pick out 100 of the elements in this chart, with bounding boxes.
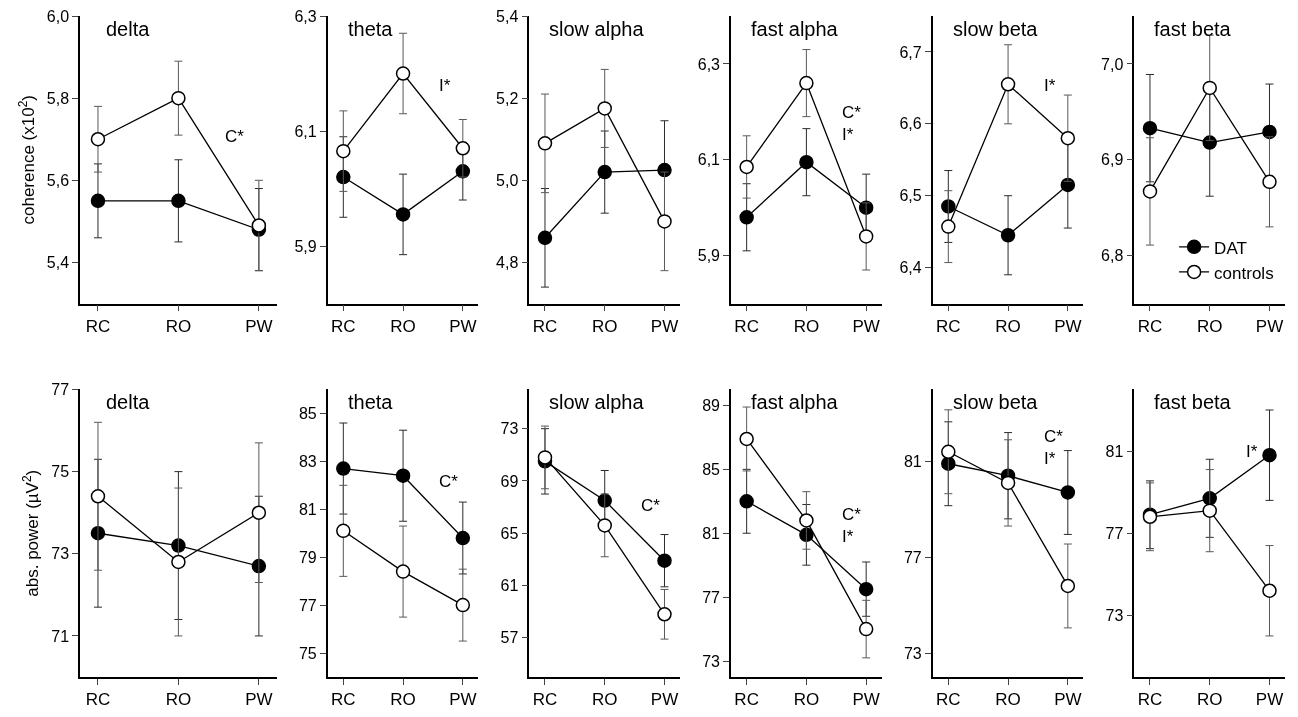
y-tick-label: 5,2 (496, 89, 519, 107)
y-tick-label: 6,6 (899, 115, 922, 133)
y-tick-label: 71 (51, 627, 70, 645)
x-tick-label: RO (591, 690, 618, 710)
x-tick-label: PW (449, 690, 477, 710)
y-tick-label: 73 (500, 420, 519, 438)
x-tick-label: RO (591, 316, 618, 336)
y-tick-label: 81 (298, 500, 317, 518)
y-tick-label: 69 (500, 472, 519, 490)
x-tick-label: PW (1054, 316, 1082, 336)
x-tick-label: PW (852, 316, 880, 336)
y-tick-label: 73 (51, 545, 70, 563)
x-tick-label: RC (331, 316, 356, 336)
annotation: I* (842, 527, 854, 546)
x-tick-label: RC (1137, 690, 1163, 710)
x-tick-label: RC (532, 690, 558, 710)
y-tick-label: 5,4 (46, 254, 70, 272)
chart-title: fast beta (1154, 391, 1232, 413)
annotation: C* (1044, 427, 1064, 446)
chart-title: theta (348, 18, 394, 40)
y-tick-label: 5,6 (46, 171, 70, 189)
y-tick-label: 61 (500, 577, 519, 595)
annotation: I* (842, 125, 854, 144)
annotation: C* (641, 496, 661, 515)
y-tick-label: 77 (1105, 524, 1124, 542)
y-tick-label: 6,3 (294, 7, 317, 25)
x-tick-label: RO (390, 316, 416, 336)
annotation: C* (439, 472, 459, 491)
x-tick-label: RC (85, 316, 111, 336)
x-tick-label: RO (1196, 690, 1223, 710)
y-tick-label: 7,0 (1101, 55, 1124, 73)
x-tick-label: RC (734, 690, 759, 710)
x-tick-label: RO (165, 316, 192, 336)
y-tick-label: 5,8 (46, 89, 70, 107)
y-tick-label: 89 (702, 397, 721, 415)
x-tick-label: RO (165, 690, 192, 710)
y-tick-label: 85 (702, 460, 721, 478)
y-tick-label: 65 (500, 524, 519, 542)
legend-label: controls (1214, 263, 1274, 283)
x-tick-label: RO (995, 690, 1021, 710)
x-tick-label: PW (1255, 690, 1284, 710)
x-tick-label: RC (936, 690, 961, 710)
y-tick-label: 79 (298, 548, 317, 566)
annotation: C* (842, 103, 862, 122)
chart-title: slow beta (953, 391, 1039, 413)
x-tick-label: PW (449, 316, 477, 336)
annotation: I* (1246, 442, 1258, 461)
y-tick-label: 75 (51, 463, 70, 481)
x-tick-label: RO (793, 690, 820, 710)
x-tick-label: RC (1137, 316, 1163, 336)
y-tick-label: 5,0 (496, 171, 519, 189)
annotation: C* (842, 505, 862, 524)
y-tick-label: 57 (500, 629, 519, 647)
x-tick-label: RO (1196, 316, 1223, 336)
y-tick-label: 6,0 (46, 7, 70, 25)
x-tick-label: RC (532, 316, 558, 336)
x-tick-label: RC (734, 316, 759, 336)
x-tick-label: PW (245, 690, 273, 710)
y-tick-label: 81 (702, 524, 721, 542)
x-tick-label: PW (1255, 316, 1284, 336)
y-tick-label: 6,7 (899, 43, 922, 61)
x-tick-label: PW (1054, 690, 1082, 710)
x-tick-label: RO (793, 316, 820, 336)
x-tick-label: PW (245, 316, 273, 336)
y-tick-label: 77 (702, 588, 721, 606)
y-tick-label: 5,9 (697, 247, 721, 265)
x-tick-label: RO (390, 690, 416, 710)
y-tick-label: 5,9 (294, 237, 317, 255)
y-tick-label: 6,1 (294, 122, 317, 140)
x-tick-label: PW (852, 690, 880, 710)
chart-title: delta (106, 18, 151, 40)
chart-title: fast alpha (751, 18, 839, 40)
chart-title: theta (348, 391, 394, 413)
chart-title: delta (106, 391, 151, 413)
y-tick-label: 75 (298, 644, 317, 662)
x-tick-label: PW (650, 316, 679, 336)
y-tick-label: 85 (298, 405, 317, 423)
y-tick-label: 83 (298, 452, 317, 470)
y-tick-label: 6,8 (1101, 247, 1124, 265)
y-tick-label: 77 (51, 381, 70, 399)
y-tick-label: 81 (1105, 442, 1124, 460)
y-tick-label: 5,4 (496, 7, 519, 25)
chart-title: slow alpha (549, 18, 645, 40)
y-tick-label: 6,1 (697, 151, 721, 169)
y-tick-label: 77 (903, 548, 922, 566)
x-tick-label: RO (995, 316, 1021, 336)
x-tick-label: PW (650, 690, 679, 710)
y-tick-label: 6,4 (899, 259, 922, 277)
y-tick-label: 73 (702, 652, 721, 670)
chart-title: fast alpha (751, 391, 839, 413)
y-tick-label: 73 (1105, 606, 1124, 624)
y-tick-label: 73 (903, 644, 922, 662)
annotation: I* (1044, 76, 1056, 95)
chart-title: slow alpha (549, 391, 645, 413)
annotation: I* (1044, 449, 1056, 468)
annotation: C* (225, 127, 245, 146)
y-tick-label: 6,9 (1101, 151, 1124, 169)
x-tick-label: RC (936, 316, 961, 336)
x-tick-label: RC (331, 690, 356, 710)
annotation: I* (439, 76, 451, 95)
